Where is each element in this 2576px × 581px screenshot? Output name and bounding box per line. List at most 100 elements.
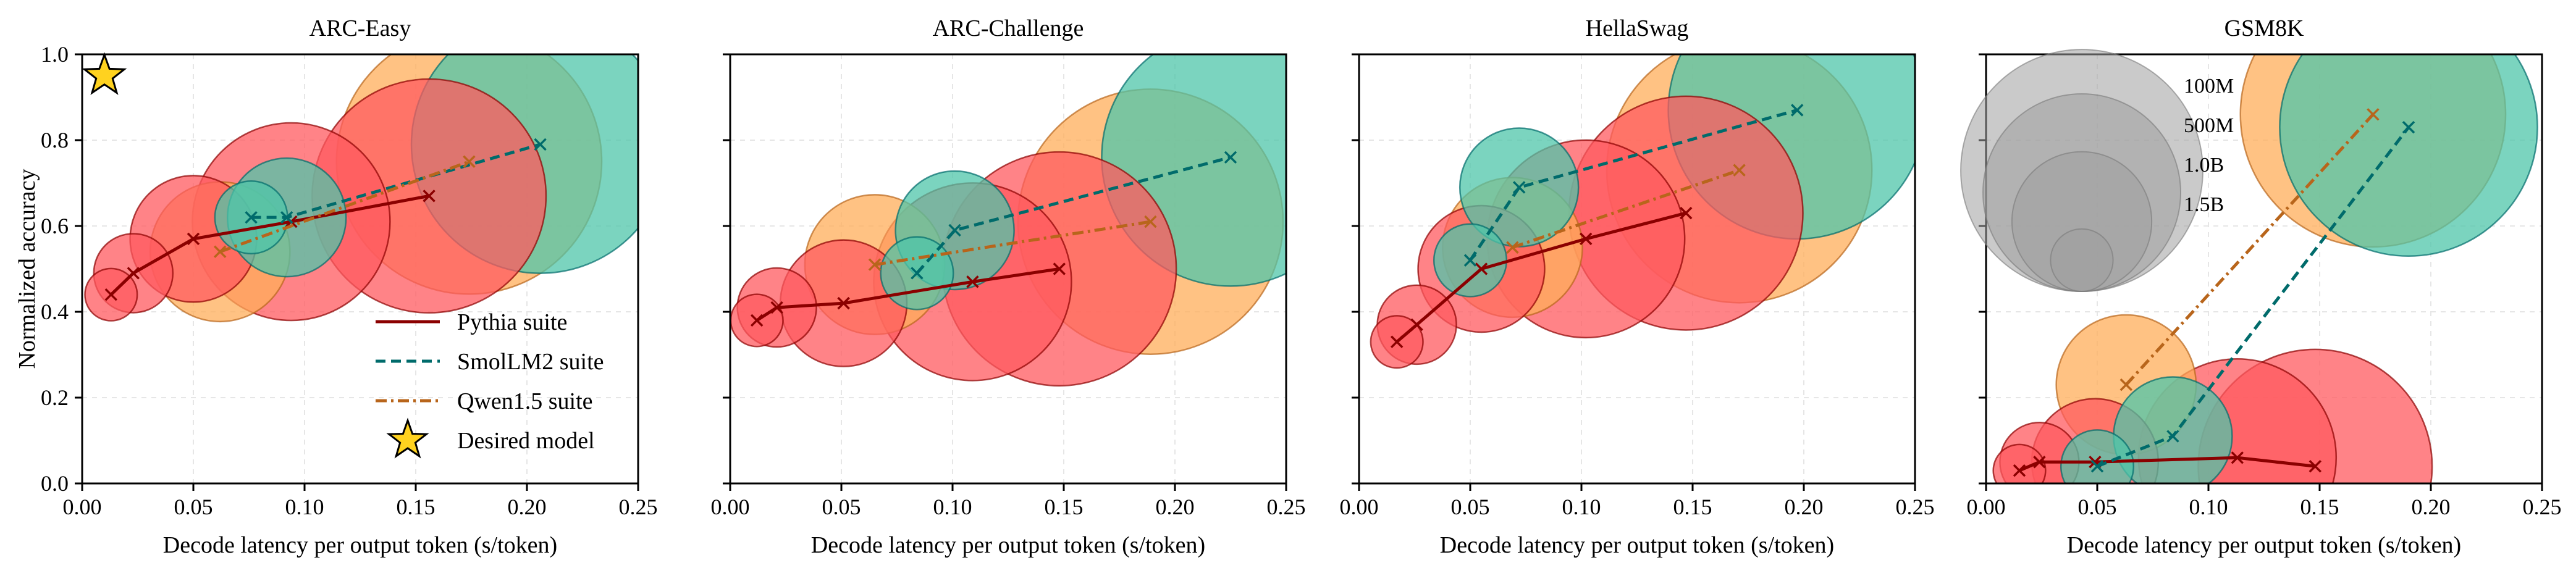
x-tick-label: 0.05: [174, 495, 213, 519]
point-marker-pythia: [2309, 459, 2322, 473]
point-marker-smollm: [2166, 430, 2179, 443]
point-marker-pythia: [104, 288, 118, 301]
point-marker-smollm: [2402, 120, 2415, 134]
x-tick-label: 0.20: [2412, 495, 2451, 519]
x-tick-label: 0.25: [619, 495, 658, 519]
x-tick-label: 0.10: [2189, 495, 2228, 519]
point-marker-qwen: [1733, 164, 1746, 177]
size-legend-label: 1.5B: [2184, 193, 2224, 216]
point-marker-smollm: [2090, 459, 2104, 473]
panel-title: GSM8K: [2225, 15, 2304, 41]
panel-arc-easy: 0.00 0.05 0.10 0.15 0.20 0.25 0.0 0.2 0.4 0.6 0.8 1…: [14, 15, 658, 558]
x-axis-label: Decode latency per output token (s/token…: [163, 532, 557, 558]
x-tick-label: 0.05: [1451, 495, 1490, 519]
point-marker-smollm: [1512, 181, 1526, 194]
axes-frame: [729, 53, 1287, 485]
legend-label-qwen: Qwen1.5 suite: [457, 388, 593, 414]
axes-frame: [1985, 53, 2543, 485]
point-marker-pythia: [127, 267, 140, 280]
point-marker-pythia: [423, 190, 436, 203]
series-line-smollm: [915, 156, 1231, 275]
series-line-smollm: [1468, 108, 1798, 261]
point-marker-smollm: [911, 267, 924, 280]
y-tick-label: 0.8: [41, 128, 69, 153]
x-tick-label: 0.15: [1673, 495, 1712, 519]
x-tick-label: 0.10: [1562, 495, 1601, 519]
point-marker-pythia: [2013, 464, 2026, 477]
point-marker-pythia: [837, 296, 850, 310]
y-tick-label: 0.0: [41, 471, 69, 496]
point-marker-pythia: [1679, 206, 1693, 220]
point-marker-pythia: [187, 232, 200, 246]
plot-area: [730, 54, 1286, 387]
point-marker-pythia: [1053, 262, 1066, 275]
x-tick-label: 0.05: [2078, 495, 2117, 519]
point-marker-smollm: [948, 224, 961, 237]
size-legend-label: 100M: [2184, 75, 2234, 98]
point-marker-smollm: [245, 211, 258, 224]
x-tick-label: 0.25: [1267, 495, 1306, 519]
size-legend: 100M 500M 1.0B 1.5B: [1960, 49, 2234, 293]
point-marker-smollm: [280, 211, 293, 224]
series-line-qwen: [1512, 169, 1740, 249]
plot-area: [1370, 54, 1915, 369]
x-axis-label: Decode latency per output token (s/token…: [811, 532, 1205, 558]
axes-frame: [1358, 53, 1916, 485]
size-legend-bubble: [2050, 228, 2114, 293]
point-marker-pythia: [966, 275, 979, 288]
desired-model-star: [82, 52, 127, 95]
point-marker-pythia: [2231, 451, 2244, 464]
legend-label-desired: Desired model: [457, 428, 595, 454]
x-tick-label: 0.15: [397, 495, 436, 519]
y-tick-label: 1.0: [41, 42, 69, 67]
x-tick-label: 0.20: [1156, 495, 1195, 519]
point-marker-qwen: [2119, 378, 2133, 391]
point-marker-pythia: [2033, 456, 2046, 469]
size-legend-label: 1.0B: [2184, 154, 2224, 177]
x-axis-label: Decode latency per output token (s/token…: [1440, 532, 1834, 558]
panel-hellaswag: 0.00 0.05 0.10 0.15 0.20 0.25 HellaSwag Decode …: [1340, 15, 1935, 558]
point-marker-smollm: [1790, 104, 1804, 117]
point-marker-smollm: [534, 138, 547, 151]
plot-area: [84, 54, 638, 323]
x-tick-label: 0.05: [822, 495, 861, 519]
legend-label-smollm: SmolLM2 suite: [457, 349, 604, 375]
axes-frame: [81, 53, 639, 485]
x-tick-label: 0.00: [1967, 495, 2006, 519]
plot-area: [1992, 54, 2538, 483]
legend-label-pythia: Pythia suite: [457, 309, 567, 335]
x-tick-label: 0.10: [933, 495, 972, 519]
legend: Pythia suite SmolLM2 suite Qwen1.5 suite De…: [376, 309, 604, 459]
panel-title: HellaSwag: [1586, 15, 1689, 41]
point-marker-qwen: [2367, 108, 2380, 121]
size-legend-label: 500M: [2184, 114, 2234, 137]
panel-arc-challenge: 0.00 0.05 0.10 0.15 0.20 0.25 ARC-Challenge Dec…: [711, 15, 1306, 558]
point-marker-qwen: [1506, 241, 1519, 254]
x-tick-label: 0.20: [508, 495, 547, 519]
bubble-pythia: [1992, 443, 2047, 483]
point-marker-qwen: [1144, 215, 1157, 228]
y-tick-label: 0.2: [41, 385, 69, 410]
point-marker-pythia: [1410, 318, 1423, 332]
x-tick-label: 0.25: [2523, 495, 2562, 519]
point-marker-smollm: [1463, 254, 1477, 267]
x-tick-label: 0.10: [285, 495, 324, 519]
panel-title: ARC-Easy: [309, 15, 411, 41]
point-marker-pythia: [1579, 232, 1593, 246]
x-tick-label: 0.15: [2300, 495, 2339, 519]
panel-gsm8k: 0.00 0.05 0.10 0.15 0.20 0.25 GSM8K Decode late…: [1960, 15, 2562, 558]
panel-title: ARC-Challenge: [933, 15, 1084, 41]
x-tick-label: 0.25: [1896, 495, 1935, 519]
x-tick-label: 0.20: [1785, 495, 1824, 519]
series-line-qwen: [874, 220, 1151, 267]
x-tick-label: 0.00: [63, 495, 102, 519]
y-tick-label: 0.4: [41, 299, 69, 324]
point-marker-qwen: [868, 258, 882, 271]
y-tick-label: 0.6: [41, 214, 69, 238]
point-marker-pythia: [1390, 335, 1404, 348]
point-marker-pythia: [750, 314, 764, 327]
point-marker-qwen: [463, 155, 476, 168]
legend-star-icon: [386, 417, 429, 459]
